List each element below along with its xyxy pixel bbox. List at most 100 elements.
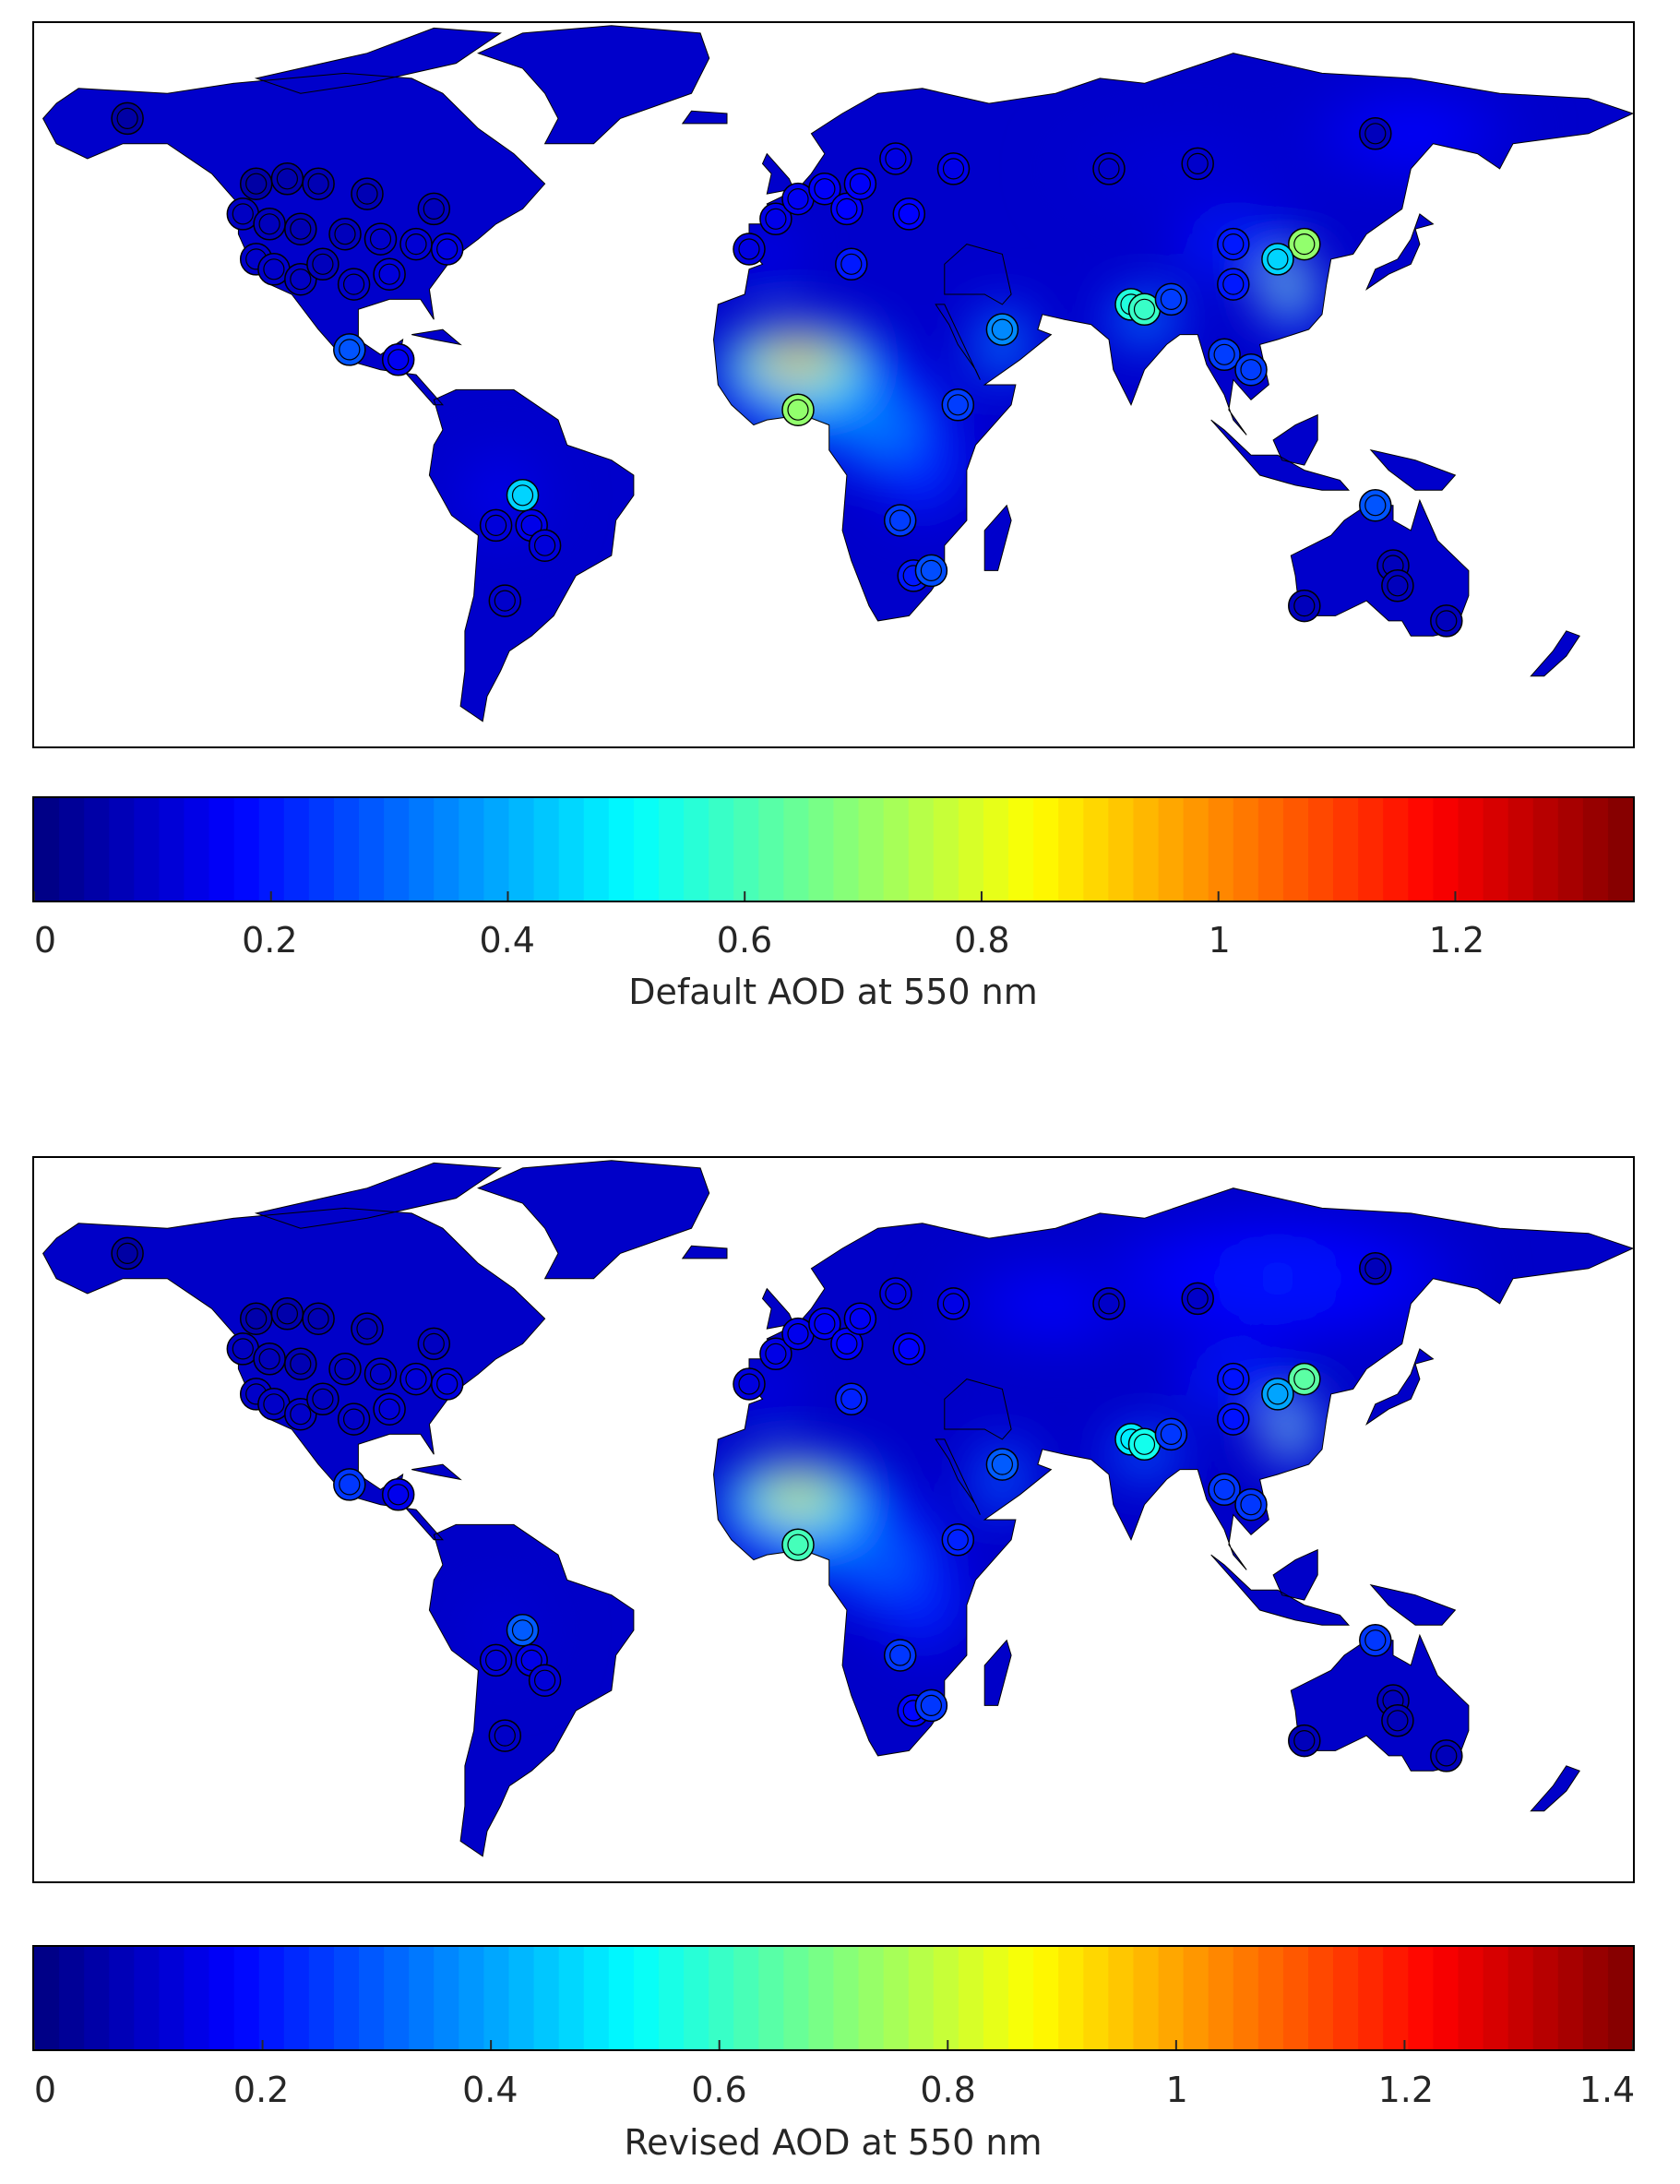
colorbar-swatch: [1257, 1947, 1284, 2049]
coastline-south-america: [428, 388, 635, 722]
colorbar-swatch: [633, 798, 660, 901]
colorbar-swatch: [1458, 1947, 1484, 2049]
default-aod-colorbar-gradient: [34, 798, 1633, 901]
site-marker: [843, 1302, 877, 1335]
colorbar-swatch: [1133, 1947, 1160, 2049]
site-marker: [941, 1523, 975, 1557]
colorbar-swatch: [1108, 798, 1135, 901]
site-marker: [488, 1719, 522, 1752]
colorbar-swatch: [783, 1947, 810, 2049]
colorbar-swatch: [833, 798, 860, 901]
colorbar-swatch: [258, 1947, 285, 2049]
coastline-iceland: [681, 1245, 728, 1259]
site-marker: [479, 1643, 513, 1677]
site-marker: [1217, 1402, 1250, 1436]
site-marker: [306, 1382, 340, 1416]
coastline-indonesia: [1210, 1554, 1351, 1626]
site-marker: [733, 1367, 766, 1401]
colorbar-swatch: [1233, 798, 1259, 901]
site-marker: [892, 197, 926, 231]
colorbar-swatch: [1108, 1947, 1135, 2049]
colorbar-swatch: [1433, 798, 1460, 901]
site-marker: [257, 253, 291, 286]
colorbar-swatch: [1083, 1947, 1109, 2049]
site-marker: [239, 1302, 273, 1335]
colorbar-swatch: [983, 798, 1009, 901]
colorbar-swatch: [983, 1947, 1009, 2049]
site-marker: [843, 167, 877, 200]
colorbar-swatch: [883, 1947, 910, 2049]
colorbar-swatch: [1433, 1947, 1460, 2049]
colorbar-swatch: [459, 798, 485, 901]
colorbar-swatch: [1532, 1947, 1559, 2049]
colorbar-swatch: [333, 1947, 360, 2049]
colorbar-swatch: [1133, 798, 1160, 901]
colorbar-swatch: [684, 798, 709, 901]
colorbar-swatch: [709, 798, 734, 901]
colorbar-swatch: [733, 798, 759, 901]
coastline-japan: [1365, 1348, 1435, 1426]
site-marker: [879, 142, 912, 175]
colorbar-swatch: [1208, 1947, 1234, 2049]
site-marker: [488, 584, 522, 617]
coastline-greenland: [477, 25, 710, 145]
colorbar-swatch: [1083, 798, 1109, 901]
site-marker: [1217, 1362, 1250, 1396]
site-marker: [936, 152, 971, 185]
coastline-africa-eurasia: [712, 1187, 1633, 1757]
colorbar-tick-label: 1.2: [1428, 920, 1485, 961]
colorbar-swatch: [483, 1947, 510, 2049]
site-marker: [936, 1287, 971, 1320]
site-marker: [479, 508, 513, 543]
site-marker: [270, 1297, 304, 1331]
site-marker: [506, 479, 540, 512]
colorbar-swatch: [109, 798, 135, 901]
site-marker: [781, 393, 815, 426]
revised-aod-colorbar-label: Revised AOD at 550 nm: [624, 2122, 1043, 2163]
colorbar-swatch: [59, 798, 85, 901]
revised-aod-colorbar: [32, 1945, 1635, 2051]
colorbar-swatch: [808, 1947, 835, 2049]
default-aod-colorbar-ticks: 0 0.2 0.4 0.6 0.8 1 1.2: [32, 920, 1635, 966]
colorbar-swatch: [1183, 798, 1209, 901]
colorbar-swatch: [1383, 1947, 1409, 2049]
colorbar-swatch: [1307, 798, 1334, 901]
colorbar-tick-label: 0.4: [479, 920, 535, 961]
colorbar-tick-label: 0: [33, 2070, 57, 2110]
coastline-greenland: [477, 1160, 710, 1280]
coastline-arabia-connect: [944, 244, 1012, 305]
colorbar-swatch: [84, 798, 110, 901]
site-marker: [1430, 604, 1463, 638]
colorbar-swatch: [1158, 798, 1185, 901]
site-marker: [914, 1689, 948, 1723]
colorbar-swatch: [583, 798, 610, 901]
colorbar-swatch: [409, 1947, 435, 2049]
colorbar-swatch: [1408, 1947, 1434, 2049]
site-marker: [333, 333, 366, 366]
colorbar-swatch: [384, 798, 410, 901]
colorbar-swatch: [958, 1947, 984, 2049]
site-marker: [284, 212, 317, 245]
site-marker: [759, 1337, 792, 1371]
colorbar-swatch: [109, 1947, 135, 2049]
colorbar-swatch: [1507, 798, 1534, 901]
site-marker: [226, 1332, 260, 1366]
site-marker: [883, 1639, 917, 1672]
colorbar-swatch: [1307, 1947, 1334, 2049]
site-marker: [1154, 1417, 1188, 1451]
coastline-new-zealand: [1530, 1765, 1580, 1812]
colorbar-tick-label: 0.4: [462, 2070, 518, 2110]
colorbar-swatch: [1058, 1947, 1084, 2049]
colorbar-swatch: [933, 1947, 959, 2049]
colorbar-swatch: [1458, 798, 1484, 901]
colorbar-swatch: [508, 798, 535, 901]
site-marker: [351, 1312, 384, 1345]
colorbar-tick-label: 1.4: [1579, 2070, 1636, 2110]
site-marker: [1430, 1739, 1463, 1772]
site-marker: [1217, 268, 1250, 301]
colorbar-swatch: [733, 1947, 759, 2049]
colorbar-swatch: [1408, 798, 1434, 901]
coastline-red-sea-gap: [935, 304, 981, 380]
site-marker: [239, 167, 273, 200]
coastline-cuba: [411, 1463, 462, 1481]
